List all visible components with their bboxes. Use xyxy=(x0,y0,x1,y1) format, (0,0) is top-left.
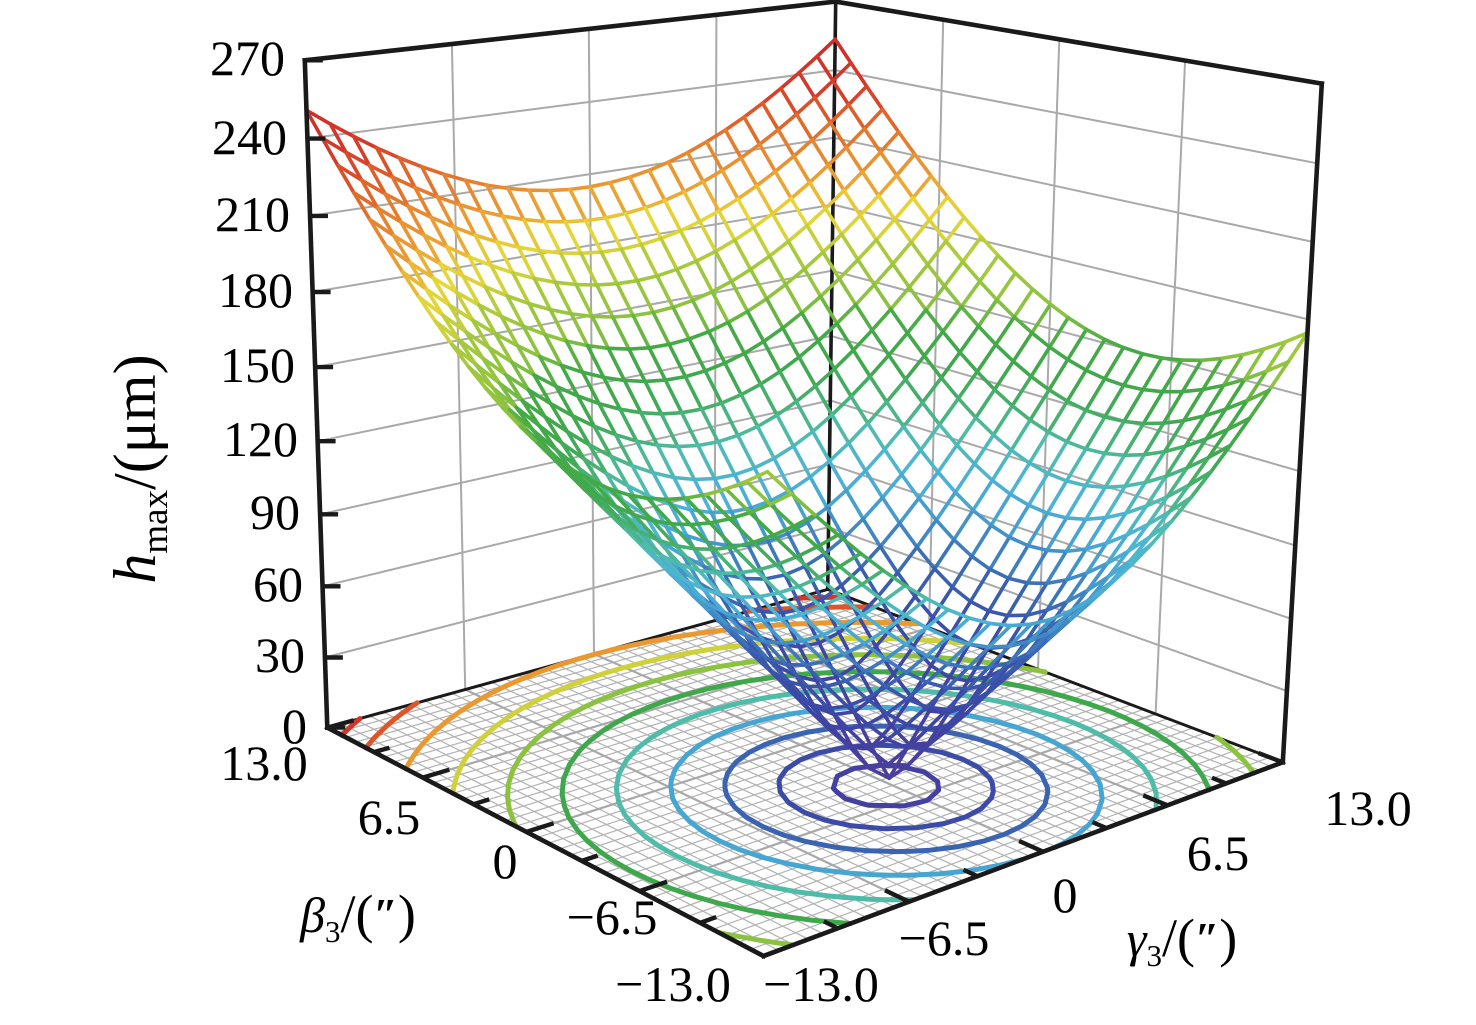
svg-text:0: 0 xyxy=(282,698,307,754)
svg-text:240: 240 xyxy=(212,109,287,165)
svg-text:90: 90 xyxy=(250,484,300,540)
svg-text:β3/(″): β3/(″) xyxy=(299,884,416,949)
svg-text:−6.5: −6.5 xyxy=(899,910,990,966)
svg-text:−13.0: −13.0 xyxy=(615,956,731,1012)
svg-text:6.5: 6.5 xyxy=(1187,825,1250,881)
svg-text:−6.5: −6.5 xyxy=(567,889,658,945)
svg-text:60: 60 xyxy=(253,556,303,612)
svg-text:γ3/(″): γ3/(″) xyxy=(1127,908,1238,973)
svg-text:13.0: 13.0 xyxy=(1324,780,1412,836)
svg-text:hmax/(μm): hmax/(μm) xyxy=(102,354,176,583)
svg-text:6.5: 6.5 xyxy=(358,789,421,845)
svg-text:30: 30 xyxy=(255,627,305,683)
svg-text:0: 0 xyxy=(1053,867,1078,923)
svg-text:150: 150 xyxy=(220,337,295,393)
svg-text:0: 0 xyxy=(493,833,518,889)
svg-text:120: 120 xyxy=(223,411,298,467)
svg-text:13.0: 13.0 xyxy=(220,735,308,791)
svg-text:−13.0: −13.0 xyxy=(763,956,879,1012)
svg-text:180: 180 xyxy=(218,262,293,318)
svg-text:270: 270 xyxy=(210,30,285,86)
svg-text:210: 210 xyxy=(215,186,290,242)
